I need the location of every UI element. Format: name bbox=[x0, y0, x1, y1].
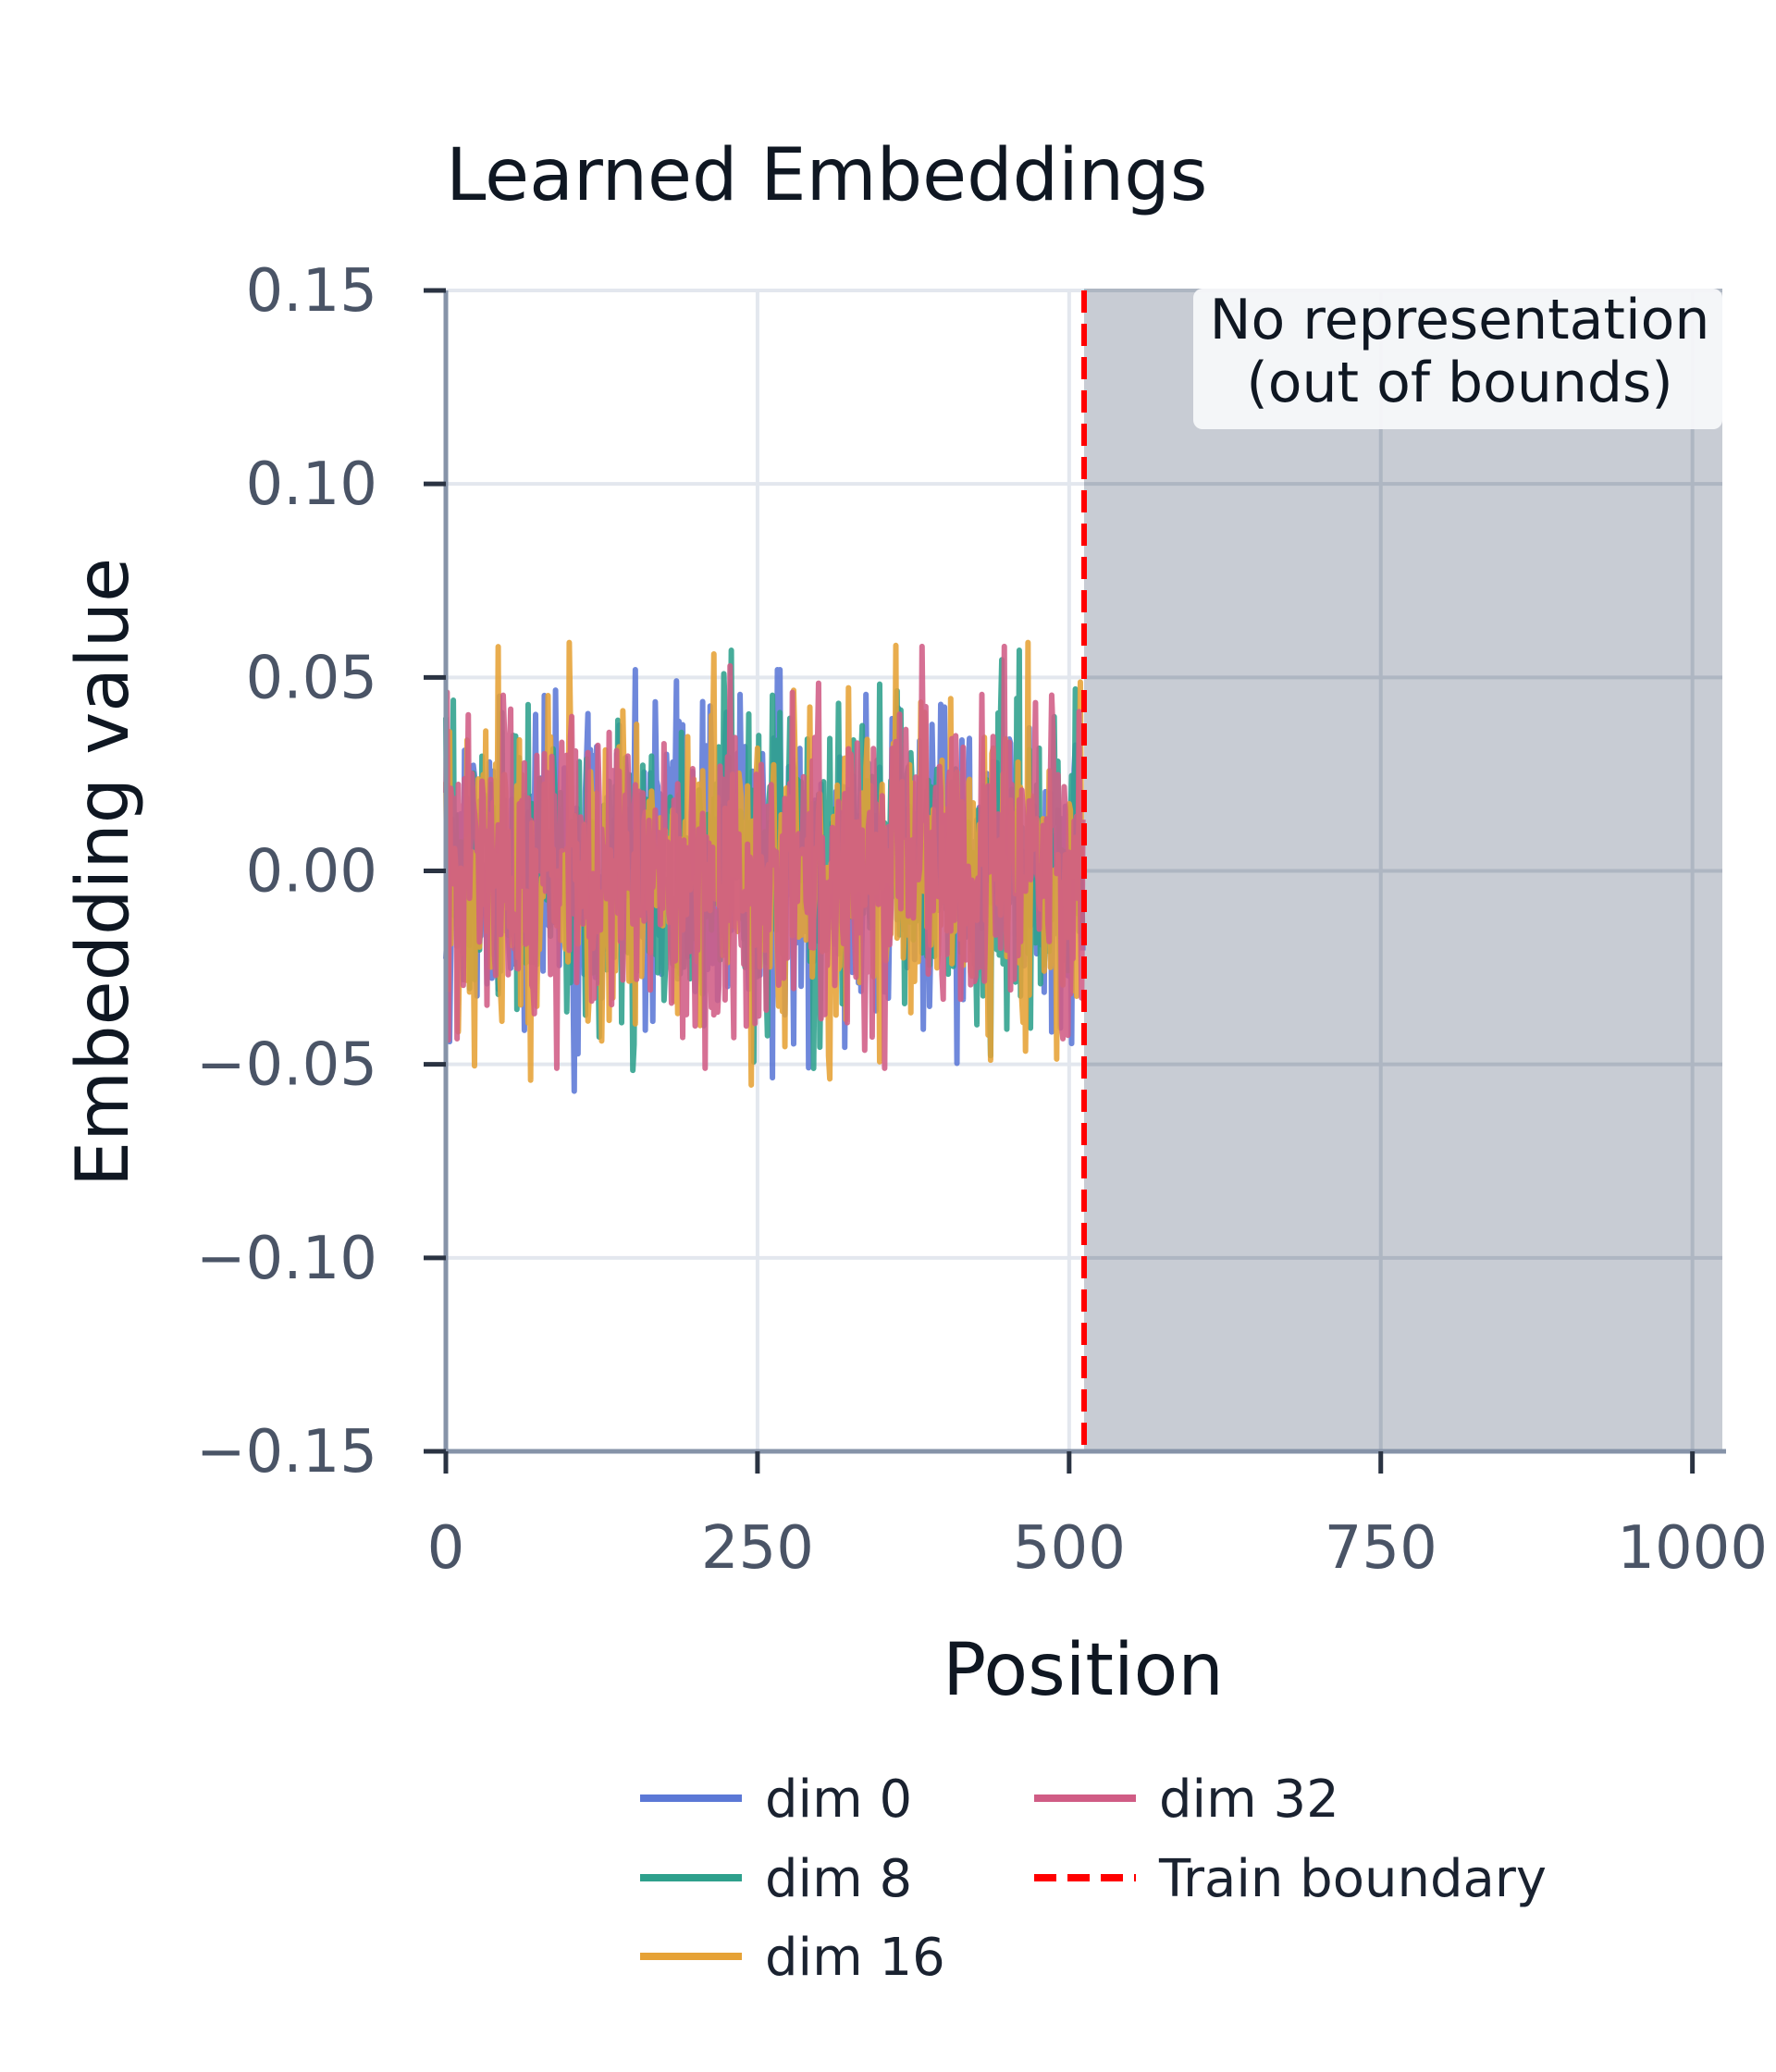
x-tick-label: 250 bbox=[701, 1514, 814, 1583]
legend-label: Train boundary bbox=[1158, 1849, 1547, 1909]
y-tick-label: −0.05 bbox=[196, 1031, 377, 1100]
x-tick-label: 750 bbox=[1325, 1514, 1437, 1583]
annotation-text: No representation bbox=[1210, 288, 1710, 352]
y-tick-label: 0.15 bbox=[246, 257, 378, 326]
plot-area: 0.15 0.10 0.05 0.00 −0.05 −0.10 −0.15 0 250 500 75… bbox=[196, 257, 1768, 1583]
y-axis-title: Embedding value bbox=[62, 558, 145, 1187]
legend: dim 0 dim 8 dim 16 dim 32 Train boundary bbox=[640, 1770, 1547, 1988]
chart-title: Learned Embeddings bbox=[446, 134, 1207, 217]
legend-label: dim 32 bbox=[1159, 1770, 1339, 1830]
annotation-text: (out of bounds) bbox=[1246, 351, 1672, 415]
y-tick-label: 0.05 bbox=[246, 644, 378, 712]
annotation-box bbox=[1193, 289, 1722, 429]
legend-label: dim 0 bbox=[765, 1770, 912, 1830]
x-tick-label: 500 bbox=[1013, 1514, 1126, 1583]
x-tick-label: 0 bbox=[427, 1514, 465, 1583]
y-tick-label: −0.15 bbox=[196, 1418, 377, 1486]
series-line-dim-32 bbox=[443, 643, 1086, 1071]
legend-label: dim 8 bbox=[765, 1849, 912, 1909]
x-axis-title: Position bbox=[943, 1629, 1224, 1712]
y-tick-label: 0.00 bbox=[246, 838, 378, 906]
x-tick-label: 1000 bbox=[1617, 1514, 1768, 1583]
y-tick-label: −0.10 bbox=[196, 1225, 377, 1293]
legend-label: dim 16 bbox=[765, 1928, 945, 1988]
y-tick-label: 0.10 bbox=[246, 450, 378, 519]
